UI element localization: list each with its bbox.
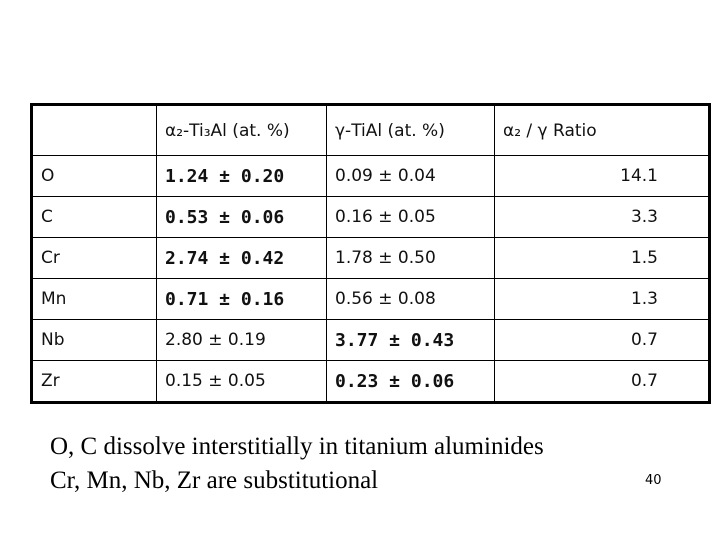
notes: O, C dissolve interstitially in titanium… bbox=[50, 430, 544, 498]
table-cell: 0.56 ± 0.08 bbox=[326, 278, 495, 320]
table-row: Zr 0.15 ± 0.05 0.23 ± 0.06 0.7 bbox=[31, 360, 710, 403]
note: Cr, Mn, Nb, Zr are substitutional bbox=[50, 467, 379, 494]
header-row: α₂-Ti₃Al (at. %) γ-TiAl (at. %) α₂ / γ R… bbox=[31, 104, 710, 156]
table-cell: 2.74 ± 0.42 bbox=[156, 237, 327, 279]
row-label: Zr bbox=[31, 360, 157, 403]
table-row: Mn 0.71 ± 0.16 0.56 ± 0.08 1.3 bbox=[31, 278, 710, 320]
row-label: O bbox=[31, 155, 157, 197]
table-cell: 3.77 ± 0.43 bbox=[326, 319, 495, 361]
row-label: Cr bbox=[31, 237, 157, 279]
table-cell: 0.7 bbox=[494, 319, 710, 361]
table-cell: 2.80 ± 0.19 bbox=[156, 319, 327, 361]
data-table: α₂-Ti₃Al (at. %) γ-TiAl (at. %) α₂ / γ R… bbox=[30, 103, 711, 404]
table-cell: 1.5 bbox=[494, 237, 710, 279]
table-cell: 1.3 bbox=[494, 278, 710, 320]
table-cell: 0.16 ± 0.05 bbox=[326, 196, 495, 238]
row-label: C bbox=[31, 196, 157, 238]
table-cell: 0.53 ± 0.06 bbox=[156, 196, 327, 238]
table-cell: 0.7 bbox=[494, 360, 710, 403]
table-cell: 3.3 bbox=[494, 196, 710, 238]
table-cell: 0.71 ± 0.16 bbox=[156, 278, 327, 320]
header-cell: α₂ / γ Ratio bbox=[494, 104, 710, 156]
row-label: Nb bbox=[31, 319, 157, 361]
table-cell: 0.23 ± 0.06 bbox=[326, 360, 495, 403]
table-row: C 0.53 ± 0.06 0.16 ± 0.05 3.3 bbox=[31, 196, 710, 238]
table-cell: 1.78 ± 0.50 bbox=[326, 237, 495, 279]
note: O, C dissolve interstitially in titanium… bbox=[50, 433, 544, 460]
table-row: Nb 2.80 ± 0.19 3.77 ± 0.43 0.7 bbox=[31, 319, 710, 361]
table-cell: 0.15 ± 0.05 bbox=[156, 360, 327, 403]
page-number: 40 bbox=[645, 473, 662, 488]
header-cell: γ-TiAl (at. %) bbox=[326, 104, 495, 156]
row-label: Mn bbox=[31, 278, 157, 320]
header-cell bbox=[31, 104, 157, 156]
header-cell: α₂-Ti₃Al (at. %) bbox=[156, 104, 327, 156]
table-row: O 1.24 ± 0.20 0.09 ± 0.04 14.1 bbox=[31, 155, 710, 197]
table-row: Cr 2.74 ± 0.42 1.78 ± 0.50 1.5 bbox=[31, 237, 710, 279]
table-cell: 14.1 bbox=[494, 155, 710, 197]
table-cell: 0.09 ± 0.04 bbox=[326, 155, 495, 197]
table-cell: 1.24 ± 0.20 bbox=[156, 155, 327, 197]
